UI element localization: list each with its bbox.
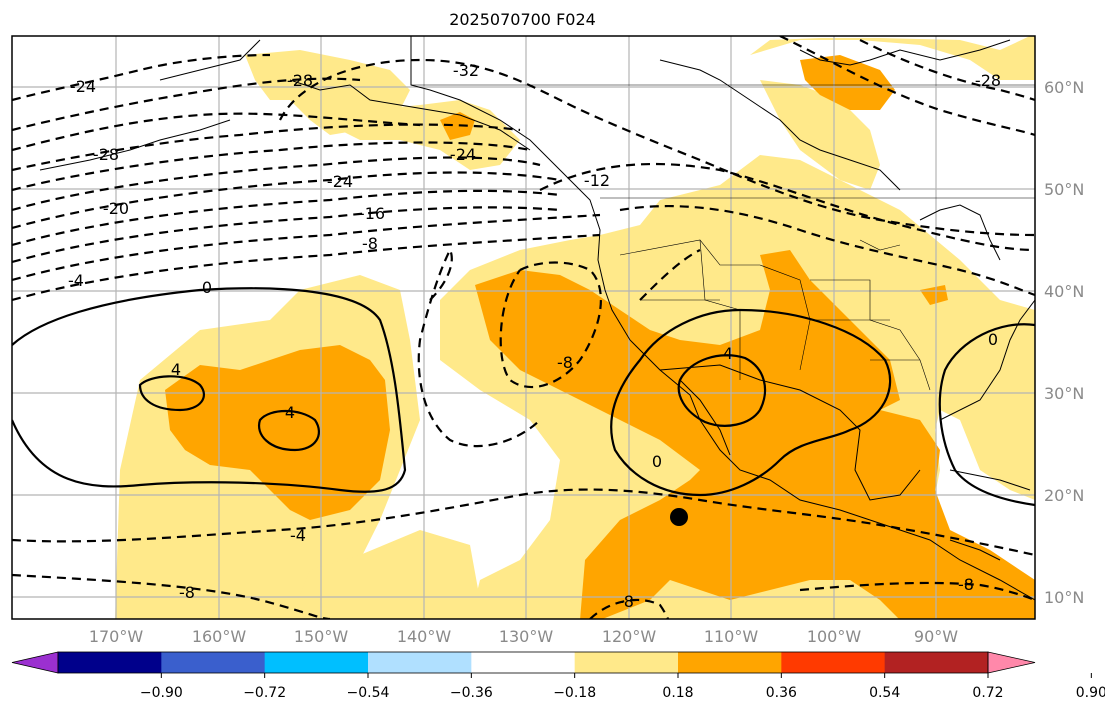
contour-label: 4: [171, 360, 181, 379]
contour-labels: -24 -28 -20 -4 -28 -32 -24 -24 -16 -8 -1…: [68, 61, 1001, 611]
contour-label: -16: [359, 204, 385, 223]
colorbar-tick-label: −0.18: [553, 685, 596, 701]
lon-label: 120°W: [602, 627, 657, 646]
contour-label: -4: [290, 526, 306, 545]
map-panel: [12, 36, 1035, 619]
contour-label: -8: [179, 583, 195, 602]
contour-label: 4: [723, 344, 733, 363]
colorbar-tick-label: −0.54: [347, 685, 390, 701]
lon-label: 130°W: [499, 627, 554, 646]
colorbar-tick-label: −0.90: [140, 685, 183, 701]
contour-label: -20: [103, 199, 129, 218]
lon-label: 90°W: [914, 627, 958, 646]
lat-label: 30°N: [1044, 384, 1084, 403]
colorbar-tick-label: 0.90: [1076, 685, 1105, 701]
contour-label: 0: [988, 330, 998, 349]
colorbar-segment: [264, 652, 369, 673]
contour-label: -24: [450, 145, 476, 164]
contour-label: 0: [202, 278, 212, 297]
lat-label: 10°N: [1044, 588, 1084, 607]
negative-contours: [12, 36, 1035, 619]
colorbar-segment: [471, 652, 576, 673]
contour-label: -8: [958, 575, 974, 594]
contour-label: -8: [618, 592, 634, 611]
longitude-labels: 170°W 160°W 150°W 140°W 130°W 120°W 110°…: [89, 627, 958, 646]
contour-label: -4: [68, 271, 84, 290]
colorbar-tick-label: 0.72: [972, 685, 1003, 701]
coastlines: [39, 36, 1035, 601]
colorbar: −0.90 −0.72 −0.54 −0.36 −0.18 0.18 0.36 0.54 0.7…: [11, 651, 1105, 701]
colorbar-tick-label: 0.54: [869, 685, 900, 701]
contour-label: -24: [327, 172, 353, 191]
lat-label: 50°N: [1044, 180, 1084, 199]
lon-label: 150°W: [294, 627, 349, 646]
positive-contours: [12, 287, 1035, 507]
colorbar-segment: [884, 652, 989, 673]
colorbar-tick-label: −0.36: [450, 685, 493, 701]
lon-label: 170°W: [89, 627, 144, 646]
contour-label: -8: [557, 353, 573, 372]
lon-label: 110°W: [704, 627, 759, 646]
colorbar-segment: [574, 652, 679, 673]
contour-label: 0: [652, 452, 662, 471]
lon-label: 100°W: [807, 627, 862, 646]
colorbar-extend-high: [987, 651, 1036, 674]
lon-label: 160°W: [192, 627, 247, 646]
colorbar-frame: [57, 651, 989, 674]
colorbar-tick-label: 0.18: [662, 685, 693, 701]
location-marker: [670, 508, 688, 526]
contour-label: -8: [362, 234, 378, 253]
lat-label: 60°N: [1044, 78, 1084, 97]
contour-label: -28: [93, 145, 119, 164]
colorbar-segment: [781, 652, 886, 673]
colorbar-segment: [58, 652, 162, 673]
contour-label: -28: [975, 71, 1001, 90]
latitude-labels: 60°N 50°N 40°N 30°N 20°N 10°N: [1044, 78, 1084, 607]
colorbar-segment: [678, 652, 782, 673]
colorbar-segment: [161, 652, 266, 673]
lon-label: 140°W: [397, 627, 452, 646]
contour-label: -24: [70, 77, 96, 96]
contour-label: -28: [287, 71, 313, 90]
colorbar-tick-label: −0.72: [243, 685, 286, 701]
contour-label: -32: [453, 61, 479, 80]
colorbar-extend-low: [11, 651, 59, 674]
contour-label: -12: [584, 171, 610, 190]
colorbar-tick-label: 0.36: [766, 685, 797, 701]
map-frame: [11, 35, 1036, 620]
lat-label: 40°N: [1044, 282, 1084, 301]
colorbar-segment: [368, 652, 472, 673]
map-title: 2025070700 F024: [449, 10, 596, 29]
lat-label: 20°N: [1044, 486, 1084, 505]
contour-label: 4: [285, 403, 295, 422]
